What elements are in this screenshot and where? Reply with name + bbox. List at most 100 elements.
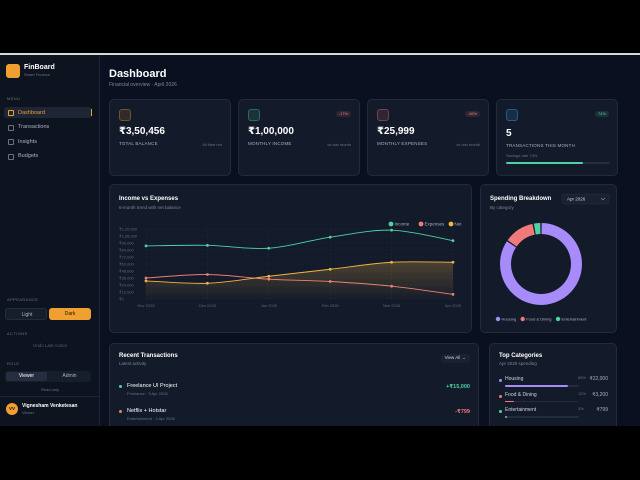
nav-item[interactable]: Insights: [4, 136, 92, 147]
stat-badge: -17%: [335, 111, 351, 118]
y-tick-label: ₹36,000: [119, 276, 135, 281]
section-label: ROLE: [7, 361, 20, 366]
theme-button[interactable]: Light: [5, 308, 47, 320]
stat-card: ₹3,50,456 TOTAL BALANCE All time net: [109, 99, 231, 176]
transaction-amount: +₹15,000: [446, 384, 470, 390]
section-label: APPEARANCE: [7, 297, 39, 302]
nav-item[interactable]: Budgets: [4, 151, 92, 162]
nav-item[interactable]: Transactions: [4, 122, 92, 133]
category-name: Food & Dining: [505, 391, 537, 398]
line-chart: Income vs Expenses 6-month trend with net…: [119, 196, 462, 308]
chart-card: Income vs Expenses 6-month trend with net…: [109, 184, 472, 333]
legend-label: Food & Dining: [526, 317, 551, 322]
category-dot: [499, 394, 502, 398]
category-bar: [505, 400, 515, 402]
legend-label: Expenses: [425, 222, 446, 227]
category-share: 12%: [578, 390, 587, 396]
top-border: [0, 53, 640, 55]
donut-chart: Spending Breakdown By category Apr 2026 Hou…: [490, 193, 610, 322]
y-tick-label: ₹84,000: [119, 248, 135, 253]
x-tick-label: Feb 2026: [322, 303, 340, 308]
role-note: Read only: [40, 387, 59, 392]
chart-subtitle: 6-month trend with net balance: [119, 205, 181, 210]
stat-icon: [119, 109, 131, 121]
stat-value: ₹3,50,456: [119, 126, 165, 137]
nav-label: Budgets: [18, 153, 39, 159]
theme-label: Dark: [64, 310, 76, 317]
x-tick-label: Apr 2026: [445, 303, 462, 308]
spending-card: Spending Breakdown By category Apr 2026 Hou…: [480, 184, 617, 333]
x-tick-label: Mar 2026: [383, 303, 401, 308]
data-point: [206, 281, 209, 285]
nav-icon: [8, 139, 14, 145]
category-name: Entertainment: [505, 407, 537, 413]
section-label: ACTIONS: [7, 331, 28, 336]
view-all-button[interactable]: View All →: [440, 354, 470, 363]
sidebar: FinBoard Smart Finance MENU Dashboard Transa…: [0, 55, 100, 426]
legend-swatch: [555, 316, 561, 322]
nav-label: Dashboard: [18, 109, 45, 116]
card-subtitle: Latest activity: [119, 361, 147, 366]
role-label: Admin: [62, 373, 77, 379]
series-area: [146, 261, 453, 299]
data-point: [451, 260, 455, 264]
role-button[interactable]: Admin: [49, 372, 90, 381]
donut-segment: [507, 223, 536, 247]
nav-item[interactable]: Dashboard: [4, 107, 92, 118]
stat-value: ₹25,999: [377, 126, 415, 137]
data-point: [206, 243, 209, 247]
avatar: VV: [6, 403, 18, 415]
legend-label: Entertainment: [562, 317, 588, 322]
nav-icon: [8, 110, 14, 116]
category-dot: [499, 379, 502, 382]
role-button[interactable]: Viewer: [6, 372, 47, 381]
transaction-row[interactable]: Netflix + Hotstar Entertainment · 4 Apr 2…: [110, 407, 478, 426]
brand-icon: [6, 64, 20, 78]
stat-note: All time net: [202, 141, 222, 147]
series-line: [145, 261, 454, 284]
category-name: Housing: [505, 376, 524, 382]
transaction-dot: [119, 410, 122, 413]
transaction-amount: -₹799: [455, 409, 470, 415]
stat-note: Savings rate 74%: [506, 153, 538, 158]
role-toggle: Viewer Admin: [5, 371, 91, 382]
stat-card: 74% 5 TRANSACTIONS THIS MONTH Savings rate …: [496, 99, 618, 176]
transaction-row[interactable]: Freelance UI Project Freelance · 3 Apr 20…: [110, 382, 478, 402]
page-title: Dashboard: [109, 68, 167, 80]
stat-card: -17% ₹1,00,000 MONTHLY INCOME vs last month: [238, 99, 360, 176]
undo-button[interactable]: Undo Last Action: [32, 343, 68, 348]
transaction-name: Netflix + Hotstar: [127, 408, 167, 414]
category-bar-track: [505, 416, 579, 418]
category-bar-track: [505, 400, 579, 402]
data-point: [144, 244, 148, 248]
data-point: [328, 235, 332, 239]
stat-note: vs last month: [327, 141, 351, 147]
progress-track: [506, 162, 610, 164]
chart-subtitle: By category: [490, 205, 515, 210]
app: FinBoard Smart Finance MENU Dashboard Transa…: [0, 55, 640, 426]
data-point: [267, 246, 271, 250]
card-title: Recent Transactions: [119, 353, 178, 359]
category-dot: [499, 410, 502, 413]
stat-note: vs last month: [456, 141, 480, 147]
stat-badge: 74%: [594, 111, 609, 118]
category-bar: [505, 385, 568, 387]
transaction-dot: [119, 385, 122, 388]
category-amount: ₹3,200: [592, 391, 608, 398]
nav-icon: [8, 153, 14, 160]
chart-title: Spending Breakdown: [490, 196, 552, 202]
data-point: [390, 228, 393, 232]
top-categories-card: Top Categories Apr 2026 spending Housing 85…: [489, 343, 617, 426]
data-point: [267, 274, 271, 278]
theme-label: Light: [21, 311, 33, 318]
y-tick-label: ₹24,000: [119, 283, 135, 288]
card-title: Top Categories: [499, 353, 543, 359]
theme-button[interactable]: Dark: [49, 308, 91, 320]
divider: [0, 396, 100, 397]
brand-name: FinBoard: [24, 64, 55, 71]
category-share: 3%: [578, 406, 584, 411]
stat-icon: [248, 109, 260, 121]
y-tick-label: ₹48,000: [119, 269, 135, 274]
user-role: Viewer: [22, 410, 35, 415]
